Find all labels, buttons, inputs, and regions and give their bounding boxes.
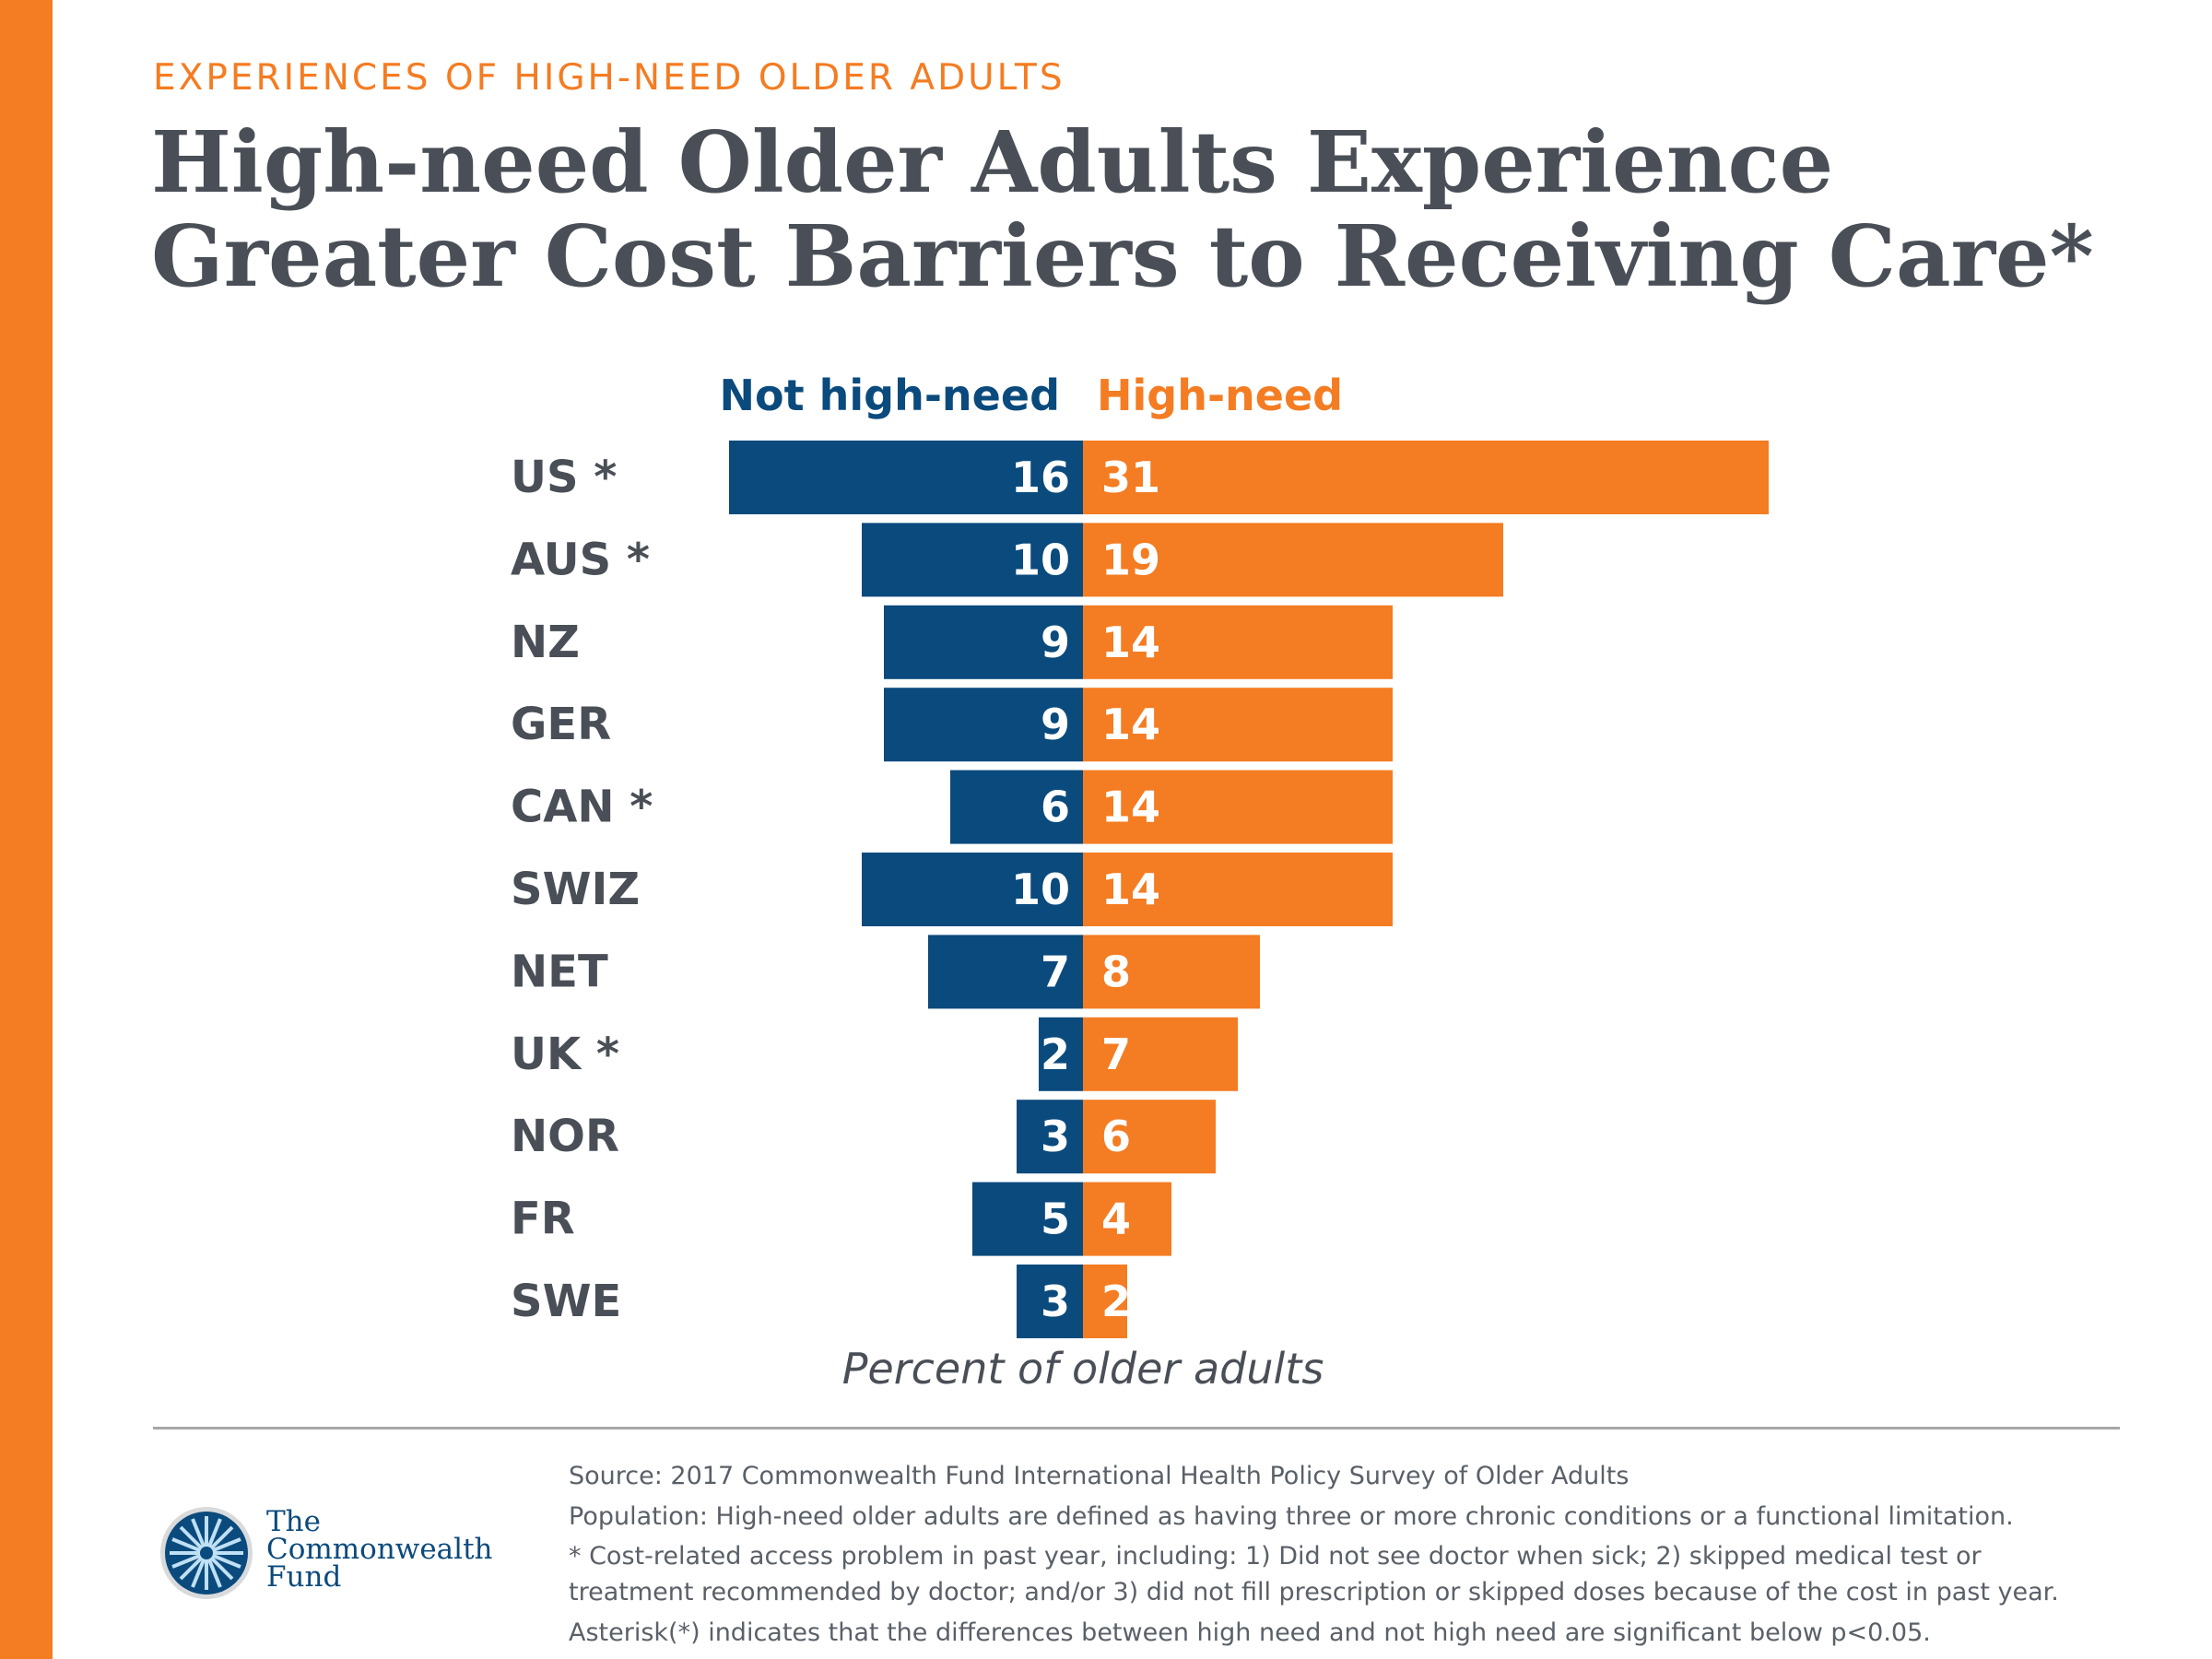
data-label-not-high-need: 3 bbox=[1041, 1112, 1070, 1161]
data-label-not-high-need: 6 bbox=[1041, 782, 1070, 832]
category-label: FR bbox=[511, 1194, 575, 1245]
bar-not-high-need bbox=[862, 853, 1083, 926]
data-label-high-need: 14 bbox=[1101, 700, 1160, 749]
footnotes: Source: 2017 Commonwealth Fund Internati… bbox=[569, 1458, 2059, 1655]
category-label: GER bbox=[511, 699, 611, 750]
category-label: SWIZ bbox=[511, 864, 640, 915]
legend-high-need: High-need bbox=[1097, 371, 1344, 420]
bar-not-high-need bbox=[1017, 1265, 1083, 1338]
data-label-not-high-need: 9 bbox=[1041, 700, 1070, 749]
bar-high-need bbox=[1083, 1265, 1127, 1338]
data-label-high-need: 14 bbox=[1101, 865, 1160, 914]
logo-text-line: Commonwealth bbox=[266, 1533, 493, 1566]
category-label: NZ bbox=[511, 617, 580, 668]
divider bbox=[153, 1427, 2120, 1430]
bar-high-need bbox=[1083, 688, 1393, 762]
data-label-high-need: 4 bbox=[1101, 1194, 1131, 1244]
data-label-not-high-need: 7 bbox=[1041, 947, 1070, 996]
x-axis-label: Percent of older adults bbox=[841, 1344, 1324, 1394]
definition-note: * Cost-related access problem in past ye… bbox=[569, 1542, 1982, 1571]
bar-not-high-need bbox=[972, 1182, 1083, 1256]
data-label-high-need: 14 bbox=[1101, 618, 1160, 667]
bar-not-high-need bbox=[884, 688, 1083, 762]
logo-text: The Commonwealth Fund bbox=[266, 1505, 493, 1594]
data-label-not-high-need: 16 bbox=[1011, 453, 1070, 502]
bar-high-need bbox=[1083, 605, 1393, 679]
bar-high-need bbox=[1083, 770, 1393, 844]
logo-text-line: The bbox=[266, 1505, 321, 1538]
logo-text-line: Fund bbox=[266, 1560, 342, 1594]
bar-high-need bbox=[1083, 935, 1260, 1009]
source-note: Source: 2017 Commonwealth Fund Internati… bbox=[569, 1462, 1630, 1490]
bar-high-need bbox=[1083, 523, 1503, 597]
data-label-high-need: 14 bbox=[1101, 782, 1160, 832]
bar-high-need bbox=[1083, 1100, 1216, 1174]
category-label: NOR bbox=[511, 1111, 619, 1162]
kicker: EXPERIENCES OF HIGH-NEED OLDER ADULTS bbox=[153, 57, 1065, 99]
data-label-high-need: 8 bbox=[1101, 947, 1131, 996]
legend-not-high-need: Not high-need bbox=[719, 371, 1060, 420]
significance-note: Asterisk(*) indicates that the differenc… bbox=[569, 1618, 1931, 1647]
bar-high-need bbox=[1083, 1017, 1238, 1091]
bar-not-high-need bbox=[950, 770, 1083, 844]
page-title: High-need Older Adults Experience Greate… bbox=[151, 112, 2094, 306]
data-label-not-high-need: 3 bbox=[1041, 1277, 1070, 1326]
category-label: AUS * bbox=[511, 534, 650, 585]
data-label-high-need: 7 bbox=[1101, 1030, 1131, 1079]
bar-not-high-need bbox=[884, 605, 1083, 679]
bar-not-high-need bbox=[928, 935, 1083, 1009]
data-label-not-high-need: 10 bbox=[1011, 535, 1070, 584]
bar-not-high-need bbox=[862, 523, 1083, 597]
data-label-high-need: 6 bbox=[1101, 1112, 1131, 1161]
population-note: Population: High-need older adults are d… bbox=[569, 1502, 2014, 1531]
category-label: NET bbox=[511, 946, 608, 997]
bar-high-need bbox=[1083, 853, 1393, 926]
data-label-high-need: 2 bbox=[1101, 1277, 1131, 1326]
data-label-high-need: 19 bbox=[1101, 535, 1160, 584]
bar-high-need bbox=[1083, 1182, 1171, 1256]
category-label: UK * bbox=[511, 1029, 619, 1080]
data-label-not-high-need: 9 bbox=[1041, 618, 1070, 667]
data-label-not-high-need: 10 bbox=[1011, 865, 1070, 914]
category-label: CAN * bbox=[511, 782, 653, 833]
bar-not-high-need bbox=[1017, 1100, 1083, 1174]
data-label-not-high-need: 5 bbox=[1041, 1194, 1070, 1244]
side-accent-bar bbox=[0, 0, 53, 1659]
category-label: SWE bbox=[511, 1276, 621, 1327]
data-label-high-need: 31 bbox=[1101, 453, 1160, 502]
commonwealth-fund-logo bbox=[159, 1505, 254, 1605]
definition-note-cont: treatment recommended by doctor; and/or … bbox=[569, 1578, 2059, 1606]
bar-not-high-need bbox=[1039, 1017, 1083, 1091]
category-label: US * bbox=[511, 452, 617, 503]
bar-high-need bbox=[1083, 441, 1769, 514]
bar-not-high-need bbox=[729, 441, 1083, 514]
data-label-not-high-need: 2 bbox=[1041, 1030, 1070, 1079]
